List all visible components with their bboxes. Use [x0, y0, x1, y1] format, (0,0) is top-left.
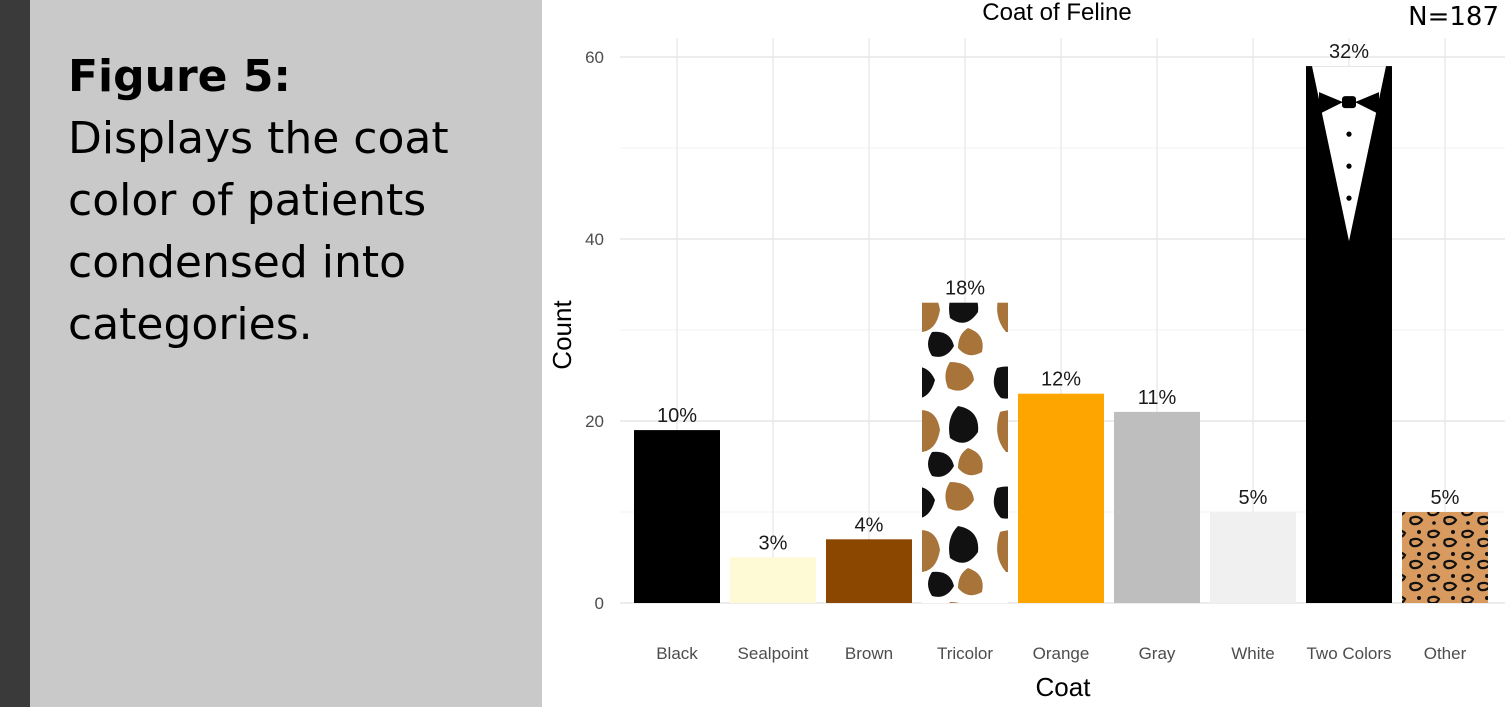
y-tick-label: 20 [585, 412, 604, 431]
bow-tie-right [1355, 92, 1379, 115]
x-tick-label: Brown [845, 644, 893, 663]
y-axis-title: Count [547, 300, 577, 370]
bar-brown [826, 539, 912, 603]
tuxedo-graphic [1312, 66, 1386, 242]
x-tick-label: Gray [1139, 644, 1176, 663]
x-tick-label: Other [1424, 644, 1467, 663]
y-tick-label: 0 [595, 594, 604, 613]
chart-title: Coat of Feline [982, 0, 1131, 26]
sample-size-label: N=187 [1408, 2, 1499, 32]
bar-percent-label: 5% [1239, 487, 1268, 509]
x-axis-title: Coat [1036, 672, 1092, 702]
dark-edge-strip [0, 0, 30, 707]
bow-tie-left [1319, 92, 1343, 115]
shirt-button [1346, 195, 1352, 201]
y-tick-label: 60 [585, 48, 604, 67]
x-tick-label: Tricolor [937, 644, 993, 663]
bar-chart: 10% 3% 4% 18% 12% 11% 5% 32% 5% 0 20 40 60 Black Seal… [547, 0, 1505, 702]
bar-percent-label: 3% [759, 533, 788, 555]
x-tick-label: White [1231, 644, 1274, 663]
x-tick-label: Two Colors [1306, 644, 1391, 663]
bar-percent-label: 11% [1138, 387, 1177, 409]
shirt-button [1346, 131, 1352, 137]
tuxedo-shirt [1312, 66, 1386, 242]
bar-percent-label: 10% [657, 405, 697, 427]
bar-percent-label: 12% [1041, 369, 1081, 391]
bar-black [634, 430, 720, 603]
x-tick-label: Orange [1033, 644, 1090, 663]
y-tick-label: 40 [585, 230, 604, 249]
bar-sealpoint [730, 557, 816, 603]
bar-white [1210, 512, 1296, 603]
bar-percent-label: 32% [1329, 41, 1369, 63]
x-tick-label: Sealpoint [738, 644, 809, 663]
bar-other [1402, 512, 1488, 603]
bar-percent-label: 4% [855, 514, 884, 536]
figure-description: Displays the coat color of patients cond… [68, 113, 449, 350]
caption-panel [30, 0, 542, 707]
figure-label: Figure 5: [68, 51, 292, 102]
shirt-button [1346, 163, 1352, 169]
bow-tie-knot [1342, 96, 1356, 109]
figure-caption: Figure 5: Displays the coat color of pat… [68, 46, 528, 356]
bar-percent-label: 18% [945, 278, 985, 300]
x-tick-label: Black [656, 644, 698, 663]
bar-percent-label: 5% [1431, 487, 1460, 509]
bar-orange [1018, 393, 1104, 603]
bar-gray [1114, 411, 1200, 603]
bar-tricolor [922, 302, 1008, 603]
